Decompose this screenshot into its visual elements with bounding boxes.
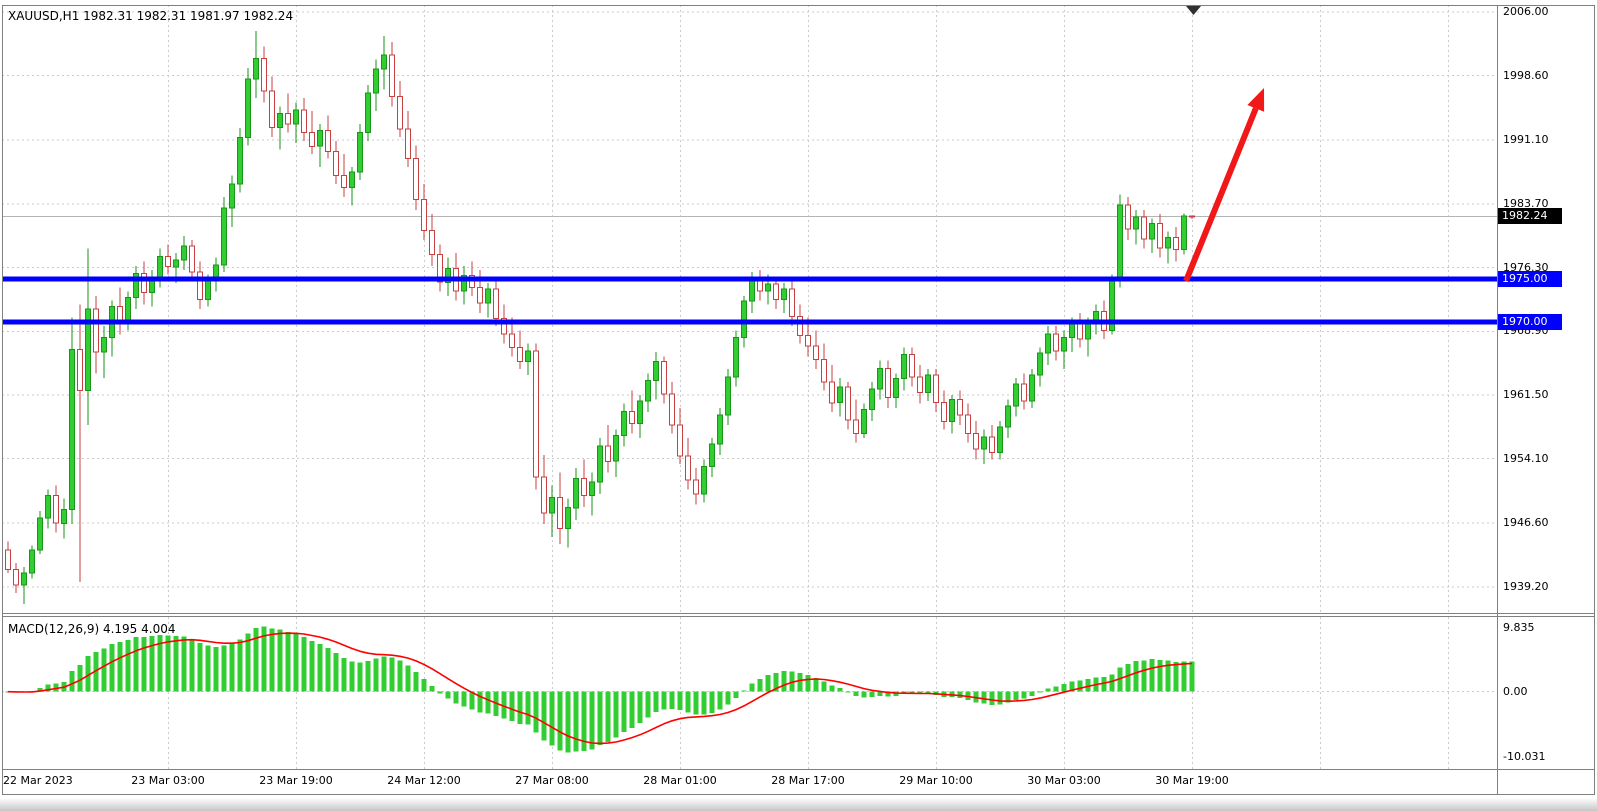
time-axis-label: 28 Mar 17:00 <box>771 774 845 787</box>
time-axis-label: 29 Mar 10:00 <box>899 774 973 787</box>
current-price-badge: 1982.24 <box>1498 208 1562 224</box>
trend-arrow[interactable] <box>1183 88 1265 283</box>
symbol-ohlc-label: XAUUSD,H1 1982.31 1982.31 1981.97 1982.2… <box>8 9 294 23</box>
hline-price-badge: 1970.00 <box>1498 314 1562 330</box>
hline-price-badge: 1975.00 <box>1498 271 1562 287</box>
pane-borders <box>2 5 1595 795</box>
candles <box>5 30 1195 605</box>
time-axis[interactable]: 22 Mar 2023 23 Mar 03:00 23 Mar 19:00 24 Ma… <box>0 769 1497 795</box>
price-tick-label: 1939.20 <box>1503 580 1549 593</box>
price-tick-label: 1961.50 <box>1503 388 1549 401</box>
time-axis-label: 23 Mar 03:00 <box>131 774 205 787</box>
time-axis-label: 22 Mar 2023 <box>3 774 73 787</box>
time-axis-label: 28 Mar 01:00 <box>643 774 717 787</box>
time-axis-label: 24 Mar 12:00 <box>387 774 461 787</box>
time-axis-label: 27 Mar 08:00 <box>515 774 589 787</box>
price-axis[interactable]: 2006.00 1998.60 1991.10 1983.70 1976.30 1968.… <box>1497 0 1597 795</box>
price-tick-label: 1991.10 <box>1503 133 1549 146</box>
price-tick-label: 1976.30 <box>1503 261 1549 274</box>
macd-tick-label: -10.031 <box>1503 750 1546 763</box>
macd-histogram <box>5 626 1195 753</box>
time-axis-label: 23 Mar 19:00 <box>259 774 333 787</box>
support-resistance-lines[interactable] <box>2 276 1497 325</box>
macd-indicator-label: MACD(12,26,9) 4.195 4.004 <box>8 622 176 636</box>
time-axis-label: 30 Mar 19:00 <box>1155 774 1229 787</box>
time-axis-label: 30 Mar 03:00 <box>1027 774 1101 787</box>
price-tick-label: 1954.10 <box>1503 452 1549 465</box>
price-tick-label: 2006.00 <box>1503 5 1549 18</box>
macd-signal-line <box>7 632 1193 745</box>
price-tick-label: 1998.60 <box>1503 69 1549 82</box>
macd-tick-label: 0.00 <box>1503 685 1528 698</box>
chart-shift-marker-icon[interactable] <box>1186 6 1201 15</box>
macd-tick-label: 9.835 <box>1503 621 1535 634</box>
price-tick-label: 1946.60 <box>1503 516 1549 529</box>
window-bottom-edge <box>0 798 1597 811</box>
price-tick-label: 1983.70 <box>1503 197 1549 210</box>
